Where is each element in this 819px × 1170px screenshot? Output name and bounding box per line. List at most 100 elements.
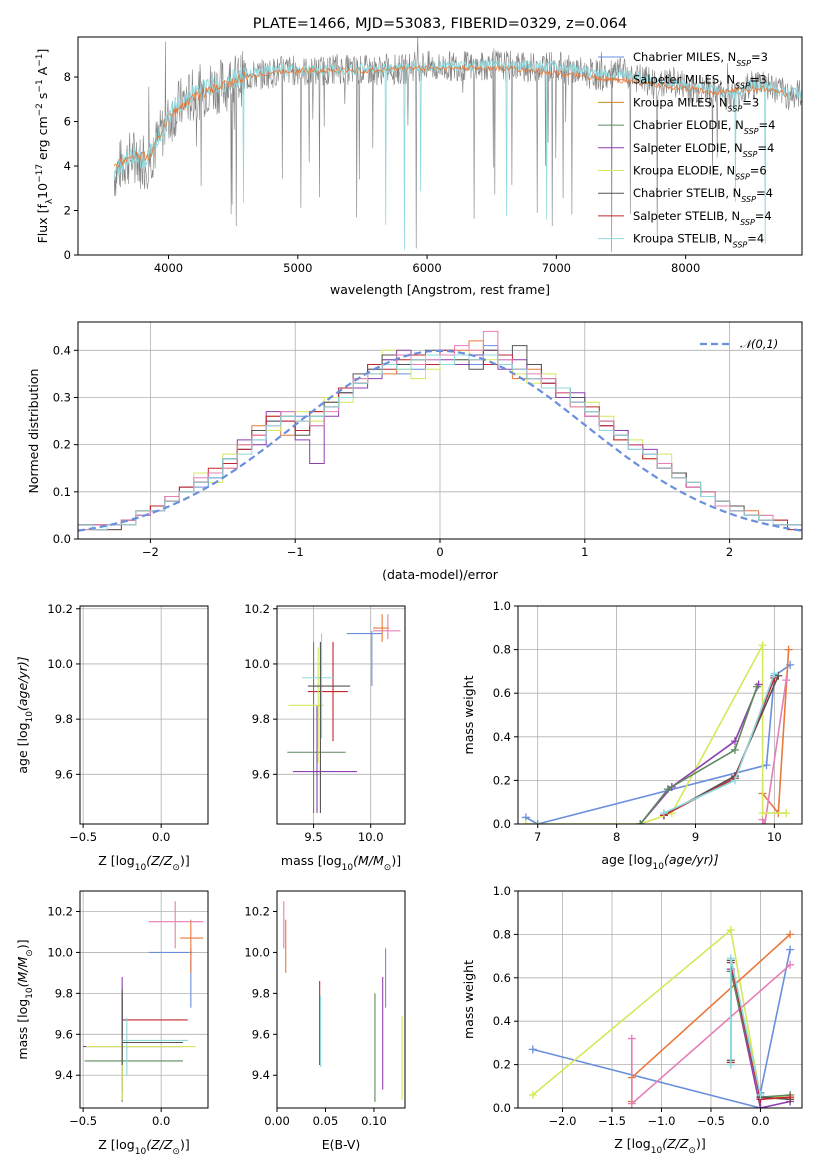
x-tick-label: 0.0 <box>152 1114 170 1128</box>
residual-histogram-panel: (data-model)/error Normed distribution −… <box>26 321 803 582</box>
y-tick-label: 0.1 <box>53 485 71 499</box>
weight-series <box>525 664 791 824</box>
axes-frame <box>276 890 406 1109</box>
x-tick-label: 5000 <box>283 261 312 275</box>
weight-marker <box>636 820 645 824</box>
weight-marker <box>782 809 791 818</box>
x-tick-label: 4000 <box>154 261 183 275</box>
x-tick-label: 7000 <box>542 261 571 275</box>
errorbar-markers <box>83 901 204 1102</box>
y-tick-label: 10.0 <box>244 657 270 671</box>
weight-marker <box>758 641 767 650</box>
age-vs-metallicity-panel: −0.5 0.0 9.6 9.8 10.0 10.2 Z [log10(Z/Z⊙)] age … <box>15 602 209 873</box>
legend-entry: Salpeter ELODIE, NSSP=4 <box>633 141 774 159</box>
x-tick-label: 9 <box>692 830 699 844</box>
y-tick-label: 0 <box>64 248 71 262</box>
x-tick-label: −1.5 <box>598 1114 626 1128</box>
x-tick-label: 9.5 <box>304 830 322 844</box>
weight-series <box>729 958 762 1096</box>
x-tick-label: 0.0 <box>152 830 170 844</box>
histogram-traces <box>78 330 802 539</box>
weight-marker <box>753 682 762 691</box>
weight-series <box>663 673 776 814</box>
y-axis-label: mass weight <box>461 960 476 1039</box>
y-tick-label: 10.0 <box>47 945 73 959</box>
axes-frame <box>79 890 209 1109</box>
y-tick-label: 0.4 <box>493 1014 511 1028</box>
x-axis-label: (data-model)/error <box>382 567 499 582</box>
legend-entry: Chabrier MILES, NSSP=3 <box>633 50 768 68</box>
x-tick-label: −0.5 <box>697 1114 725 1128</box>
y-tick-label: 9.4 <box>252 1068 270 1082</box>
x-tick-label: −1 <box>287 545 304 559</box>
y-tick-label: 0.0 <box>53 532 71 546</box>
x-tick-label: 1 <box>581 545 588 559</box>
spectrum-panel: PLATE=1466, MJD=53083, FIBERID=0329, z=0… <box>35 16 803 297</box>
spectrum-traces <box>113 37 802 252</box>
x-axis-label: wavelength [Angstrom, rest frame] <box>330 282 550 297</box>
y-tick-label: 0.2 <box>53 438 71 452</box>
y-tick-label: 0.6 <box>493 971 511 985</box>
y-tick-label: 0.0 <box>493 1101 511 1115</box>
y-axis-label: age [log10(age/yr)] <box>15 656 35 773</box>
errorbar-markers <box>287 614 401 813</box>
weight-marker <box>782 676 791 685</box>
weight-marker <box>730 745 739 754</box>
weight-marker <box>659 809 668 818</box>
x-tick-label: 0.00 <box>264 1114 290 1128</box>
gaussian-curve <box>78 349 802 532</box>
x-tick-label: −0.5 <box>69 1114 97 1128</box>
weight-marker <box>528 1090 537 1099</box>
weight-traces <box>521 641 795 824</box>
weight-marker <box>726 1060 735 1069</box>
x-tick-label: 0.05 <box>313 1114 339 1128</box>
axes-frame <box>79 605 209 825</box>
weight-marker <box>726 954 735 963</box>
x-tick-label: 7 <box>534 830 541 844</box>
weight-vs-metallicity-panel: −2.0 −1.5 −1.0 −0.5 0.0 0.0 0.2 0.4 0.6 0.8 1.0 Z [… <box>461 884 803 1156</box>
y-tick-label: 4 <box>64 159 71 173</box>
weight-marker <box>770 669 779 678</box>
weight-marker <box>756 1104 765 1108</box>
y-tick-label: 9.4 <box>55 1068 73 1082</box>
y-axis-label: mass weight <box>461 675 476 754</box>
x-tick-label: −2.0 <box>549 1114 577 1128</box>
x-tick-label: 0 <box>436 545 443 559</box>
y-tick-label: 0.6 <box>493 686 511 700</box>
weight-series <box>663 677 776 817</box>
weight-marker <box>786 945 795 954</box>
x-tick-label: 10 <box>767 830 782 844</box>
x-tick-label: 10.0 <box>358 830 384 844</box>
weight-series <box>639 684 760 824</box>
x-tick-label: 6000 <box>412 261 441 275</box>
weight-marker <box>533 820 542 824</box>
weight-marker <box>786 960 795 969</box>
legend-entry: Kroupa ELODIE, NSSP=6 <box>633 164 767 182</box>
y-tick-label: 6 <box>64 115 71 129</box>
x-axis-label: E(B-V) <box>322 1137 361 1152</box>
y-tick-label: 9.6 <box>55 767 73 781</box>
y-tick-label: 1.0 <box>493 884 511 898</box>
spectrum-series <box>113 64 789 171</box>
y-tick-label: 0.0 <box>493 817 511 831</box>
y-axis-label: mass [log10(M/M⊙)] <box>15 939 35 1059</box>
y-tick-label: 2 <box>64 204 71 218</box>
x-tick-label: 0.10 <box>361 1114 387 1128</box>
x-tick-label: 8000 <box>671 261 700 275</box>
y-axis-label: Flux [fλ10−17 erg cm−2 s−1 A−1] <box>35 49 55 244</box>
legend-entry: Chabrier STELIB, NSSP=4 <box>633 186 773 204</box>
weight-marker <box>758 809 767 818</box>
legend-entry: Kroupa MILES, NSSP=3 <box>633 95 759 113</box>
y-tick-label: 0.3 <box>53 390 71 404</box>
y-tick-label: 10.0 <box>47 657 73 671</box>
axes-frame <box>517 890 803 1109</box>
weight-marker <box>663 785 672 794</box>
legend-entry: Salpeter STELIB, NSSP=4 <box>633 209 772 227</box>
legend-entry: 𝒩(0,1) <box>740 337 778 351</box>
y-tick-label: 0.8 <box>493 643 511 657</box>
y-tick-label: 9.6 <box>252 1027 270 1041</box>
weight-marker <box>786 1093 795 1102</box>
age-vs-mass-panel: 9.5 10.0 9.6 9.8 10.0 10.2 mass [log10(M/M⊙)] <box>244 602 406 873</box>
weight-marker <box>784 645 793 654</box>
